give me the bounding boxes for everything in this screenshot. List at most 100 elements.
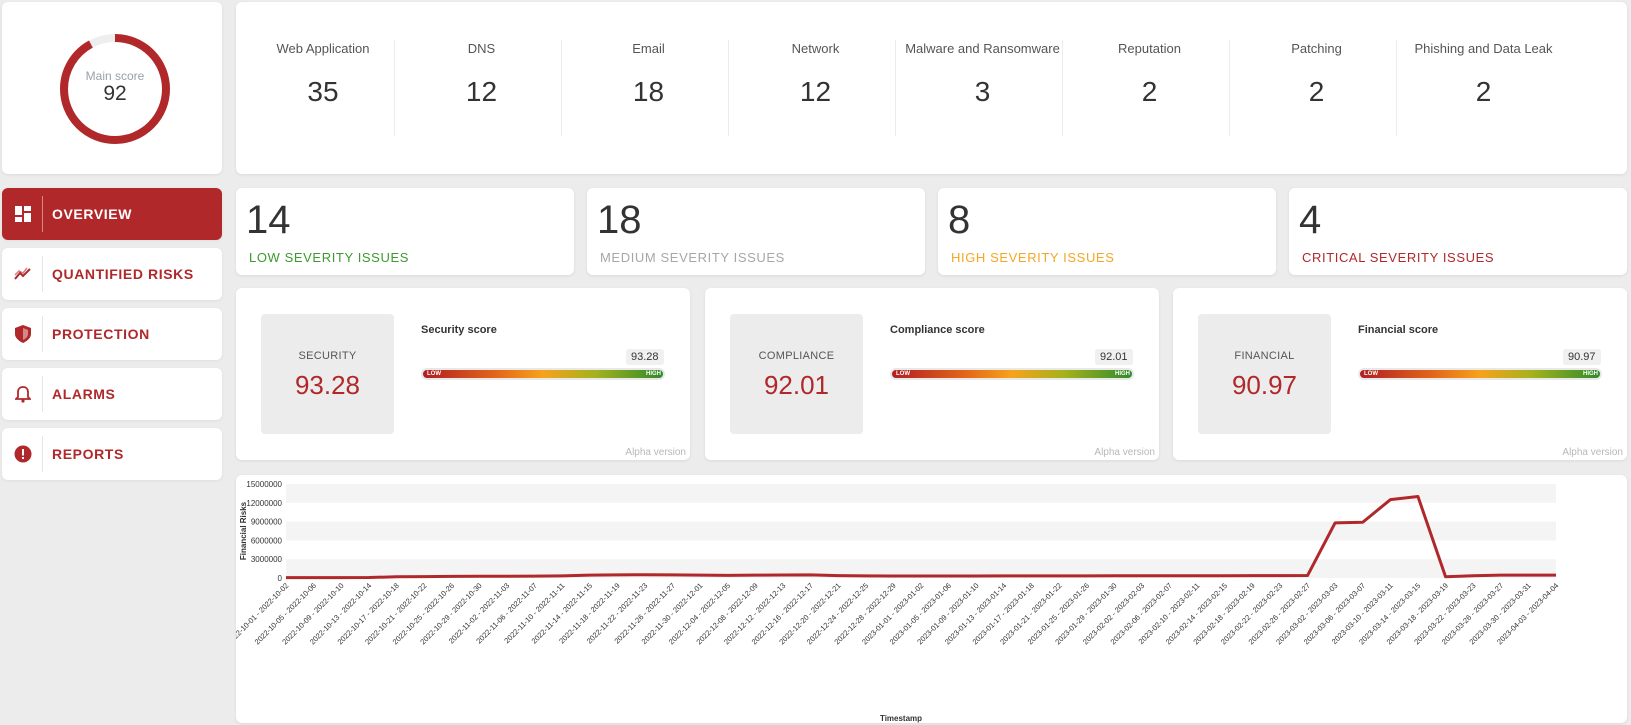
series-line: [286, 495, 1556, 580]
nav-label: QUANTIFIED RISKS: [52, 266, 194, 282]
bar-high-label: HIGH: [646, 371, 661, 377]
compliance-score-box: COMPLIANCE 92.01: [730, 314, 863, 434]
category-value: 35: [307, 76, 339, 107]
category-dns[interactable]: DNS 12: [394, 40, 568, 136]
nav-label: ALARMS: [52, 386, 116, 402]
security-score-box: SECURITY 93.28: [261, 314, 394, 434]
alert-icon: [14, 445, 32, 463]
y-axis-label: Financial Risks: [239, 501, 248, 560]
y-tick-label: 3000000: [251, 555, 283, 564]
category-label: DNS: [467, 41, 496, 56]
bar-high-label: HIGH: [1115, 371, 1130, 377]
nav-protection[interactable]: PROTECTION: [2, 308, 222, 360]
category-summary-card: Web Application 35 DNS 12 Email 18 Netwo…: [236, 2, 1627, 174]
alpha-version-note: Alpha version: [625, 447, 686, 458]
bar-low-label: LOW: [1364, 371, 1378, 377]
score-name: COMPLIANCE: [758, 350, 835, 362]
severity-label: LOW SEVERITY ISSUES: [249, 250, 409, 265]
main-score-gauge: [60, 34, 170, 144]
category-value: 12: [799, 76, 832, 107]
nav-label: PROTECTION: [52, 326, 150, 342]
score-name: SECURITY: [298, 350, 357, 362]
category-label: Web Application: [276, 41, 370, 56]
category-phishing-data-leak[interactable]: Phishing and Data Leak 2: [1396, 40, 1570, 136]
score-badge: 90.97: [1563, 349, 1601, 365]
severity-low-card[interactable]: 14 LOW SEVERITY ISSUES: [236, 188, 574, 275]
financial-risks-chart: 0 3000000 6000000 9000000 12000000 15000000 Fi…: [236, 480, 1560, 723]
y-tick-label: 0: [278, 574, 283, 583]
category-value: 2: [1308, 76, 1325, 107]
alpha-version-note: Alpha version: [1094, 447, 1155, 458]
category-reputation[interactable]: Reputation 2: [1062, 40, 1236, 136]
nav-label: REPORTS: [52, 446, 124, 462]
category-value: 3: [974, 76, 991, 107]
severity-critical-card[interactable]: 4 CRITICAL SEVERITY ISSUES: [1289, 188, 1627, 275]
score-value: 90.97: [1231, 370, 1298, 400]
category-patching[interactable]: Patching 2: [1229, 40, 1403, 136]
category-network[interactable]: Network 12: [728, 40, 902, 136]
severity-high-card[interactable]: 8 HIGH SEVERITY ISSUES: [938, 188, 1276, 275]
category-label: Network: [791, 41, 840, 56]
score-bar-title: Financial score: [1358, 324, 1439, 336]
bar-low-label: LOW: [896, 371, 910, 377]
nav-separator: [42, 376, 43, 412]
score-badge: 92.01: [1095, 349, 1133, 365]
category-value: 2: [1141, 76, 1158, 107]
severity-label: MEDIUM SEVERITY ISSUES: [600, 250, 785, 265]
nav-separator: [42, 316, 43, 352]
severity-count: 14: [246, 198, 291, 242]
category-malware-ransomware[interactable]: Malware and Ransomware 3: [895, 40, 1069, 136]
nav-alarms[interactable]: ALARMS: [2, 368, 222, 420]
severity-medium-card[interactable]: 18 MEDIUM SEVERITY ISSUES: [587, 188, 925, 275]
score-value: 93.28: [294, 370, 361, 400]
security-score-panel: SECURITY 93.28 Security score 93.28 LOW …: [236, 288, 690, 460]
category-label: Patching: [1291, 41, 1342, 56]
bell-icon: [14, 385, 32, 403]
score-gradient-bar: LOW HIGH: [1358, 368, 1602, 380]
category-label: Reputation: [1118, 41, 1181, 56]
y-tick-label: 9000000: [251, 518, 283, 527]
nav-separator: [42, 256, 43, 292]
alpha-version-note: Alpha version: [1562, 447, 1623, 458]
score-name: FINANCIAL: [1234, 350, 1295, 362]
category-email[interactable]: Email 18: [561, 40, 735, 136]
severity-count: 4: [1299, 198, 1322, 242]
dashboard-icon: [14, 205, 32, 223]
severity-label: HIGH SEVERITY ISSUES: [951, 250, 1115, 265]
y-tick-label: 6000000: [251, 536, 283, 545]
main-score-gauge-fill: [60, 34, 170, 144]
y-tick-label: 15000000: [246, 480, 282, 489]
nav-reports[interactable]: REPORTS: [2, 428, 222, 480]
nav-separator: [42, 436, 43, 472]
main-score-value: 92: [103, 82, 127, 105]
nav-label: OVERVIEW: [52, 206, 133, 222]
category-web-application[interactable]: Web Application 35: [236, 40, 410, 136]
main-score-label: Main score: [85, 69, 145, 83]
score-value: 92.01: [763, 370, 830, 400]
score-gradient-bar: LOW HIGH: [890, 368, 1134, 380]
y-tick-label: 12000000: [246, 499, 282, 508]
nav-quantified-risks[interactable]: QUANTIFIED RISKS: [2, 248, 222, 300]
financial-score-box: FINANCIAL 90.97: [1198, 314, 1331, 434]
compliance-score-panel: COMPLIANCE 92.01 Compliance score 92.01 …: [705, 288, 1159, 460]
grid-band: [286, 521, 1556, 541]
severity-label: CRITICAL SEVERITY ISSUES: [1302, 250, 1495, 265]
category-label: Malware and Ransomware: [905, 41, 1060, 56]
main-score-card: Main score 92: [2, 2, 222, 174]
score-gradient-bar: LOW HIGH: [421, 368, 665, 380]
score-bar-title: Security score: [421, 324, 497, 336]
financial-risks-chart-card: 0 3000000 6000000 9000000 12000000 15000000 Fi…: [236, 475, 1627, 723]
score-badge: 93.28: [626, 349, 664, 365]
financial-score-panel: FINANCIAL 90.97 Financial score 90.97 LO…: [1173, 288, 1627, 460]
bar-low-label: LOW: [427, 371, 441, 377]
nav-separator: [42, 196, 43, 232]
x-axis-label: Timestamp: [880, 714, 922, 723]
category-label: Email: [632, 41, 665, 56]
nav-overview[interactable]: OVERVIEW: [2, 188, 222, 240]
grid-band: [286, 484, 1556, 503]
shield-icon: [14, 325, 32, 343]
category-value: 12: [465, 76, 498, 107]
severity-count: 8: [948, 198, 971, 242]
category-value: 2: [1475, 76, 1492, 107]
category-label: Phishing and Data Leak: [1414, 41, 1553, 56]
